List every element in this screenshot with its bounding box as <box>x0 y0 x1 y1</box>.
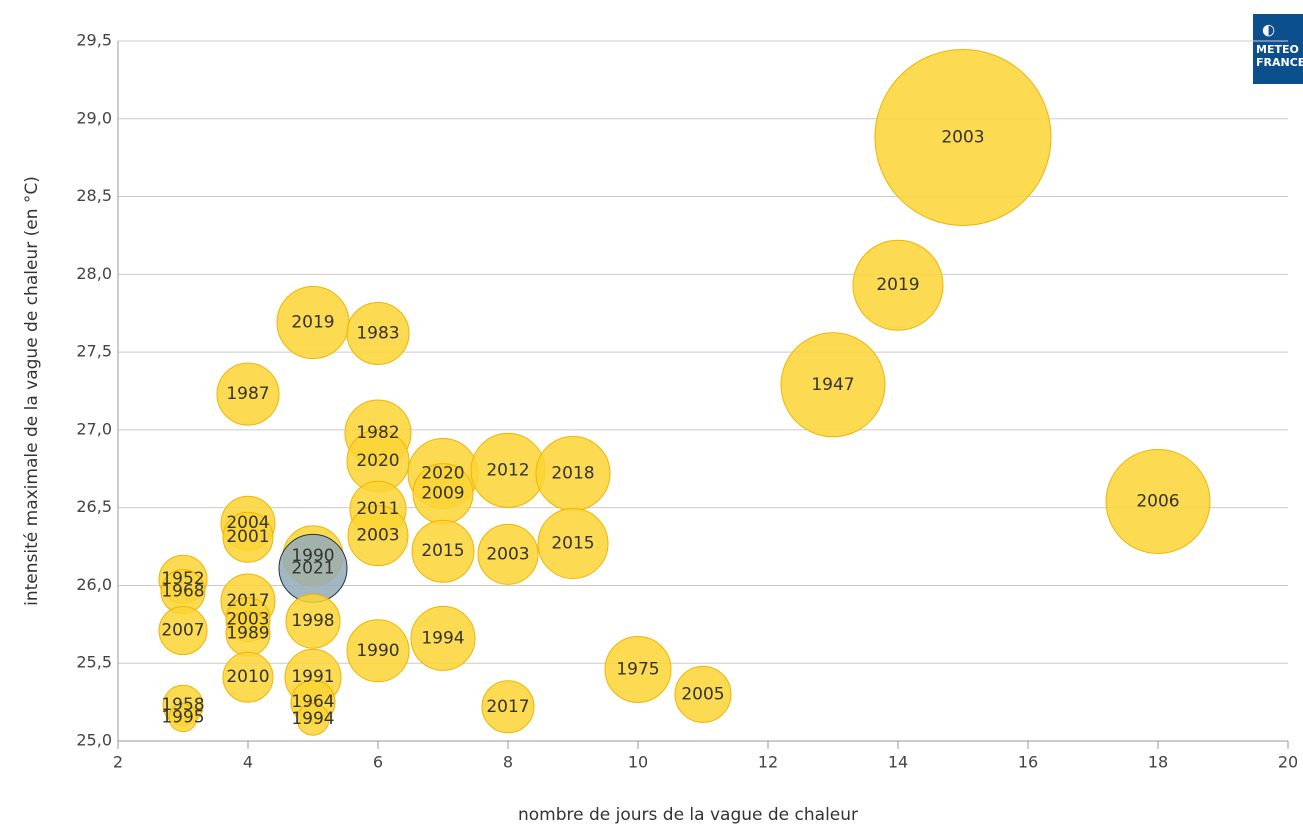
bubble <box>852 239 944 331</box>
bubble-label: 1987 <box>226 384 269 404</box>
bubble <box>168 703 198 733</box>
bubble-label: 2018 <box>551 463 594 483</box>
bubble-label: 2003 <box>356 526 399 546</box>
bubble <box>216 362 280 426</box>
bubble <box>477 523 539 585</box>
bubble <box>222 511 274 563</box>
bubble-label: 1952 <box>161 569 204 589</box>
bubble-label: 2004 <box>226 513 269 533</box>
bubble-label: 2006 <box>1136 491 1179 511</box>
bubble-label: 2003 <box>226 610 269 630</box>
bubble <box>346 619 410 683</box>
bubble-label: 1968 <box>161 582 204 602</box>
bubble-label: 2020 <box>421 463 464 483</box>
bubble <box>222 651 274 703</box>
x-tick-label: 16 <box>1018 753 1038 772</box>
bubble <box>674 665 732 723</box>
bubble-label: 2003 <box>941 127 984 147</box>
logo-icon: ◐ <box>1262 21 1275 39</box>
y-tick-label: 26,5 <box>76 497 112 516</box>
bubble-label: 2017 <box>226 591 269 611</box>
bubble <box>346 301 410 365</box>
bubble-label: 1947 <box>811 375 854 395</box>
y-tick-label: 29,0 <box>76 108 112 127</box>
bubble-label: 2012 <box>486 460 529 480</box>
bubble-label: 1990 <box>291 546 334 566</box>
bubble-label: 1975 <box>616 659 659 679</box>
bubble-label: 1998 <box>291 611 334 631</box>
bubble-label: 1994 <box>421 628 464 648</box>
bubble <box>296 702 330 736</box>
bubble-label: 2021 <box>291 558 334 578</box>
bubble-label: 2019 <box>876 275 919 295</box>
bubble-label: 2003 <box>486 544 529 564</box>
bubble-label: 1995 <box>161 708 204 728</box>
y-tick-label: 28,0 <box>76 264 112 283</box>
bubble-label: 2017 <box>486 697 529 717</box>
bubble-label: 1990 <box>356 641 399 661</box>
bubble <box>158 606 208 656</box>
y-tick-label: 25,0 <box>76 731 112 750</box>
bubble <box>604 635 672 703</box>
bubble-label: 2011 <box>356 499 399 519</box>
bubble-label: 2020 <box>356 451 399 471</box>
y-tick-label: 25,5 <box>76 653 112 672</box>
bubble-label: 2019 <box>291 313 334 333</box>
y-tick-label: 28,5 <box>76 186 112 205</box>
y-tick-label: 26,0 <box>76 575 112 594</box>
bubble-label: 1989 <box>226 624 269 644</box>
x-tick-label: 8 <box>503 753 513 772</box>
logo-text: FRANCE <box>1256 56 1303 69</box>
bubble-label: 1983 <box>356 323 399 343</box>
y-axis-label: intensité maximale de la vague de chaleu… <box>22 176 42 606</box>
y-tick-label: 27,0 <box>76 419 112 438</box>
bubble-label: 2007 <box>161 621 204 641</box>
bubble-label: 1994 <box>291 709 334 729</box>
x-tick-label: 4 <box>243 753 253 772</box>
bubble <box>347 505 409 567</box>
bubble <box>780 332 886 438</box>
bubble-label: 1958 <box>161 695 204 715</box>
bubble-label: 1991 <box>291 667 334 687</box>
bubble-label: 2005 <box>681 684 724 704</box>
logo-text: METEO <box>1256 43 1299 56</box>
x-axis-label: nombre de jours de la vague de chaleur <box>518 805 858 825</box>
bubble-label: 2015 <box>421 541 464 561</box>
bubble-label: 2015 <box>551 533 594 553</box>
bubble-label: 2009 <box>421 484 464 504</box>
logo-box <box>1253 14 1303 84</box>
bubble-label: 2001 <box>226 527 269 547</box>
bubble <box>537 507 609 579</box>
bubble <box>1105 448 1211 554</box>
bubble-label: 1982 <box>356 423 399 443</box>
x-tick-label: 6 <box>373 753 383 772</box>
bubble <box>410 605 476 671</box>
x-tick-label: 18 <box>1148 753 1168 772</box>
bubble-label: 2010 <box>226 667 269 687</box>
y-tick-label: 27,5 <box>76 342 112 361</box>
x-tick-label: 2 <box>113 753 123 772</box>
x-tick-label: 20 <box>1278 753 1298 772</box>
bubble <box>411 519 475 583</box>
bubble-label: 1964 <box>291 692 334 712</box>
bubble <box>285 593 341 649</box>
bubble <box>874 48 1052 226</box>
x-tick-label: 10 <box>628 753 648 772</box>
y-tick-label: 29,5 <box>76 31 112 50</box>
bubble <box>481 680 535 734</box>
x-tick-label: 12 <box>758 753 778 772</box>
x-tick-label: 14 <box>888 753 908 772</box>
